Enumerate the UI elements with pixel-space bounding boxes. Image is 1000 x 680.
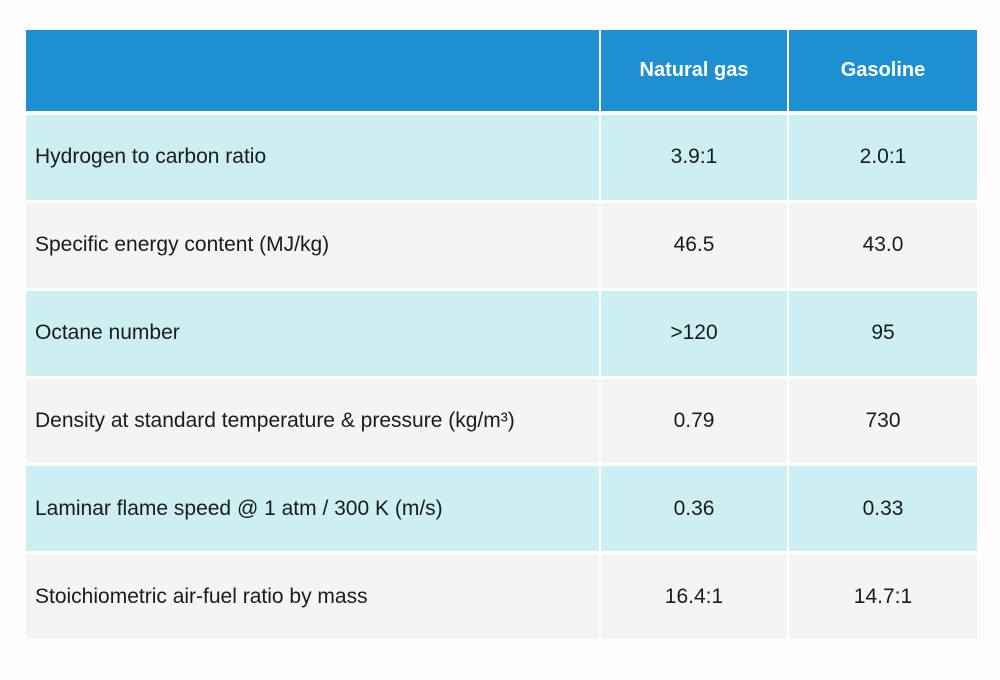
row-gasoline-value: 14.7:1 xyxy=(787,554,977,642)
header-gasoline: Gasoline xyxy=(787,30,977,115)
row-gasoline-value: 0.33 xyxy=(787,466,977,555)
row-gasoline-value: 43.0 xyxy=(787,202,977,291)
header-property xyxy=(26,30,599,115)
row-property: Octane number xyxy=(26,290,599,379)
row-natural-gas-value: 0.79 xyxy=(599,378,787,467)
row-property: Hydrogen to carbon ratio xyxy=(26,115,599,203)
header-natural-gas: Natural gas xyxy=(599,30,787,115)
row-property: Stoichiometric air-fuel ratio by mass xyxy=(26,554,599,642)
row-natural-gas-value: 46.5 xyxy=(599,202,787,291)
row-property: Laminar flame speed @ 1 atm / 300 K (m/s… xyxy=(26,466,599,555)
row-natural-gas-value: 16.4:1 xyxy=(599,554,787,642)
fuel-comparison-table: Natural gas Gasoline Hydrogen to carbon … xyxy=(26,30,977,642)
row-gasoline-value: 2.0:1 xyxy=(787,115,977,203)
row-natural-gas-value: 3.9:1 xyxy=(599,115,787,203)
row-gasoline-value: 730 xyxy=(787,378,977,467)
row-property: Density at standard temperature & pressu… xyxy=(26,378,599,467)
row-natural-gas-value: 0.36 xyxy=(599,466,787,555)
row-gasoline-value: 95 xyxy=(787,290,977,379)
row-property: Specific energy content (MJ/kg) xyxy=(26,202,599,291)
row-natural-gas-value: >120 xyxy=(599,290,787,379)
